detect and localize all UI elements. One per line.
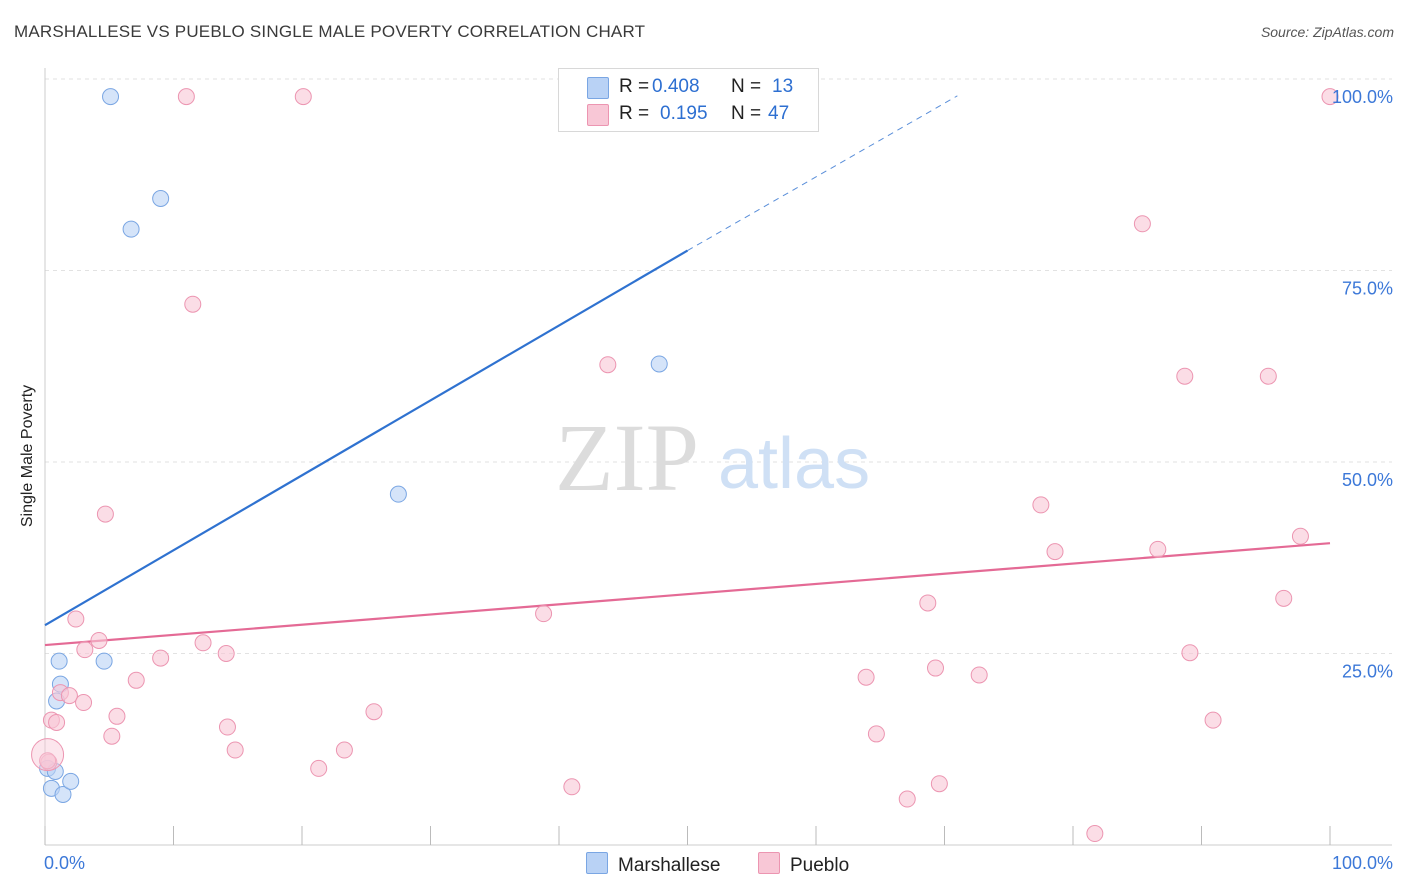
watermark-zip: ZIP (555, 404, 699, 511)
trend-lines (44, 95, 1331, 647)
stats-row-marshallese: R = 0.408 N = 13 (559, 74, 818, 100)
watermark-atlas: atlas (718, 424, 870, 504)
pueblo-point (1046, 543, 1064, 561)
pueblo-point (365, 703, 383, 721)
pueblo-point (927, 659, 945, 677)
marshallese-point (62, 772, 80, 790)
legend-swatch-pueblo (758, 852, 780, 874)
pueblo-point (1291, 527, 1309, 545)
n-label: N = (731, 76, 762, 97)
r-label: R = (619, 76, 650, 97)
y-tick-label: 100.0% (1332, 87, 1393, 107)
pueblo-point (970, 666, 988, 684)
legend-item-marshallese: Marshallese (586, 852, 720, 876)
pueblo-point (226, 741, 244, 759)
pueblo-point (294, 88, 312, 106)
pueblo-point (1181, 644, 1199, 662)
pueblo-point (75, 694, 93, 712)
pueblo-point (184, 295, 202, 313)
pueblo-swatch (587, 104, 609, 126)
y-tick-label: 50.0% (1342, 470, 1393, 490)
n-value: 13 (772, 76, 794, 97)
n-value: 47 (768, 103, 790, 124)
marshallese-point (95, 652, 113, 670)
marshallese-point (50, 652, 68, 670)
pueblo-point (103, 727, 121, 745)
y-tick-label: 25.0% (1342, 662, 1393, 682)
pueblo-point (857, 668, 875, 686)
marshallese-point (54, 785, 72, 803)
marshallese-point (152, 189, 170, 207)
pueblo-point (96, 505, 114, 523)
legend-label-pueblo: Pueblo (790, 855, 850, 876)
pueblo-point (1032, 496, 1050, 514)
marshallese-point (122, 220, 140, 238)
pueblo-point (194, 634, 212, 652)
pueblo-point (217, 645, 235, 662)
legend-swatch-marshallese (586, 852, 608, 874)
r-value: 0.408 (652, 76, 700, 97)
pueblo-point (39, 752, 57, 770)
pueblo-point (60, 687, 78, 705)
y-axis-label: Single Male Poverty (19, 384, 36, 528)
pueblo-point (67, 610, 85, 628)
marshallese-point (102, 88, 120, 106)
marshallese-trend-extension (687, 95, 958, 252)
pueblo-point (31, 738, 65, 772)
pueblo-point (919, 594, 937, 612)
pueblo-point (898, 790, 916, 808)
pueblo-point (218, 718, 236, 736)
x-tick-label: 100.0% (1332, 853, 1393, 873)
pueblo-point (108, 707, 126, 725)
pueblo-point (599, 356, 617, 374)
pueblo-point (1176, 367, 1194, 385)
pueblo-point (90, 631, 108, 649)
pueblo-point (127, 671, 145, 689)
pueblo-point (867, 725, 885, 743)
source-label: Source: ZipAtlas.com (1260, 24, 1394, 40)
pueblo-point (177, 88, 195, 106)
r-value: 0.195 (660, 103, 708, 124)
pueblo-trend-line (44, 542, 1331, 647)
pueblo-point (152, 649, 170, 667)
r-label: R = (619, 103, 650, 124)
stats-row-pueblo: R = 0.195 N = 47 (559, 101, 818, 127)
pueblo-point (335, 741, 353, 759)
n-label: N = (731, 103, 762, 124)
chart-title: MARSHALLESE VS PUEBLO SINGLE MALE POVERT… (14, 22, 646, 41)
marshallese-swatch (587, 77, 609, 99)
pueblo-point (310, 759, 328, 777)
pueblo-point (1204, 711, 1222, 729)
pueblo-point (930, 775, 948, 793)
watermark: ZIP atlas (555, 404, 870, 511)
pueblo-point (1086, 825, 1104, 843)
pueblo-point (48, 713, 66, 731)
pueblo-point (1133, 215, 1151, 233)
pueblo-point (1321, 88, 1339, 106)
pueblo-point (1259, 367, 1277, 385)
legend-item-pueblo: Pueblo (758, 852, 849, 876)
x-tick-label: 0.0% (44, 853, 85, 873)
marshallese-point (650, 355, 668, 373)
pueblo-point (563, 778, 581, 796)
pueblo-point (1149, 540, 1167, 558)
y-tick-label: 75.0% (1342, 279, 1393, 299)
stats-box: R = 0.408 N = 13 R = 0.195 N = 47 (558, 68, 819, 132)
pueblo-point (535, 605, 553, 623)
gridlines (45, 78, 1392, 654)
pueblo-point (1275, 589, 1293, 607)
marshallese-point (389, 485, 407, 503)
axes (44, 68, 1392, 846)
pueblo-point (76, 641, 94, 659)
tick-labels: 25.0% 50.0% 75.0% 100.0% 0.0% 100.0% (44, 87, 1393, 873)
marshallese-trend-line (44, 249, 689, 627)
legend-label-marshallese: Marshallese (618, 855, 721, 876)
data-points (31, 88, 1339, 843)
